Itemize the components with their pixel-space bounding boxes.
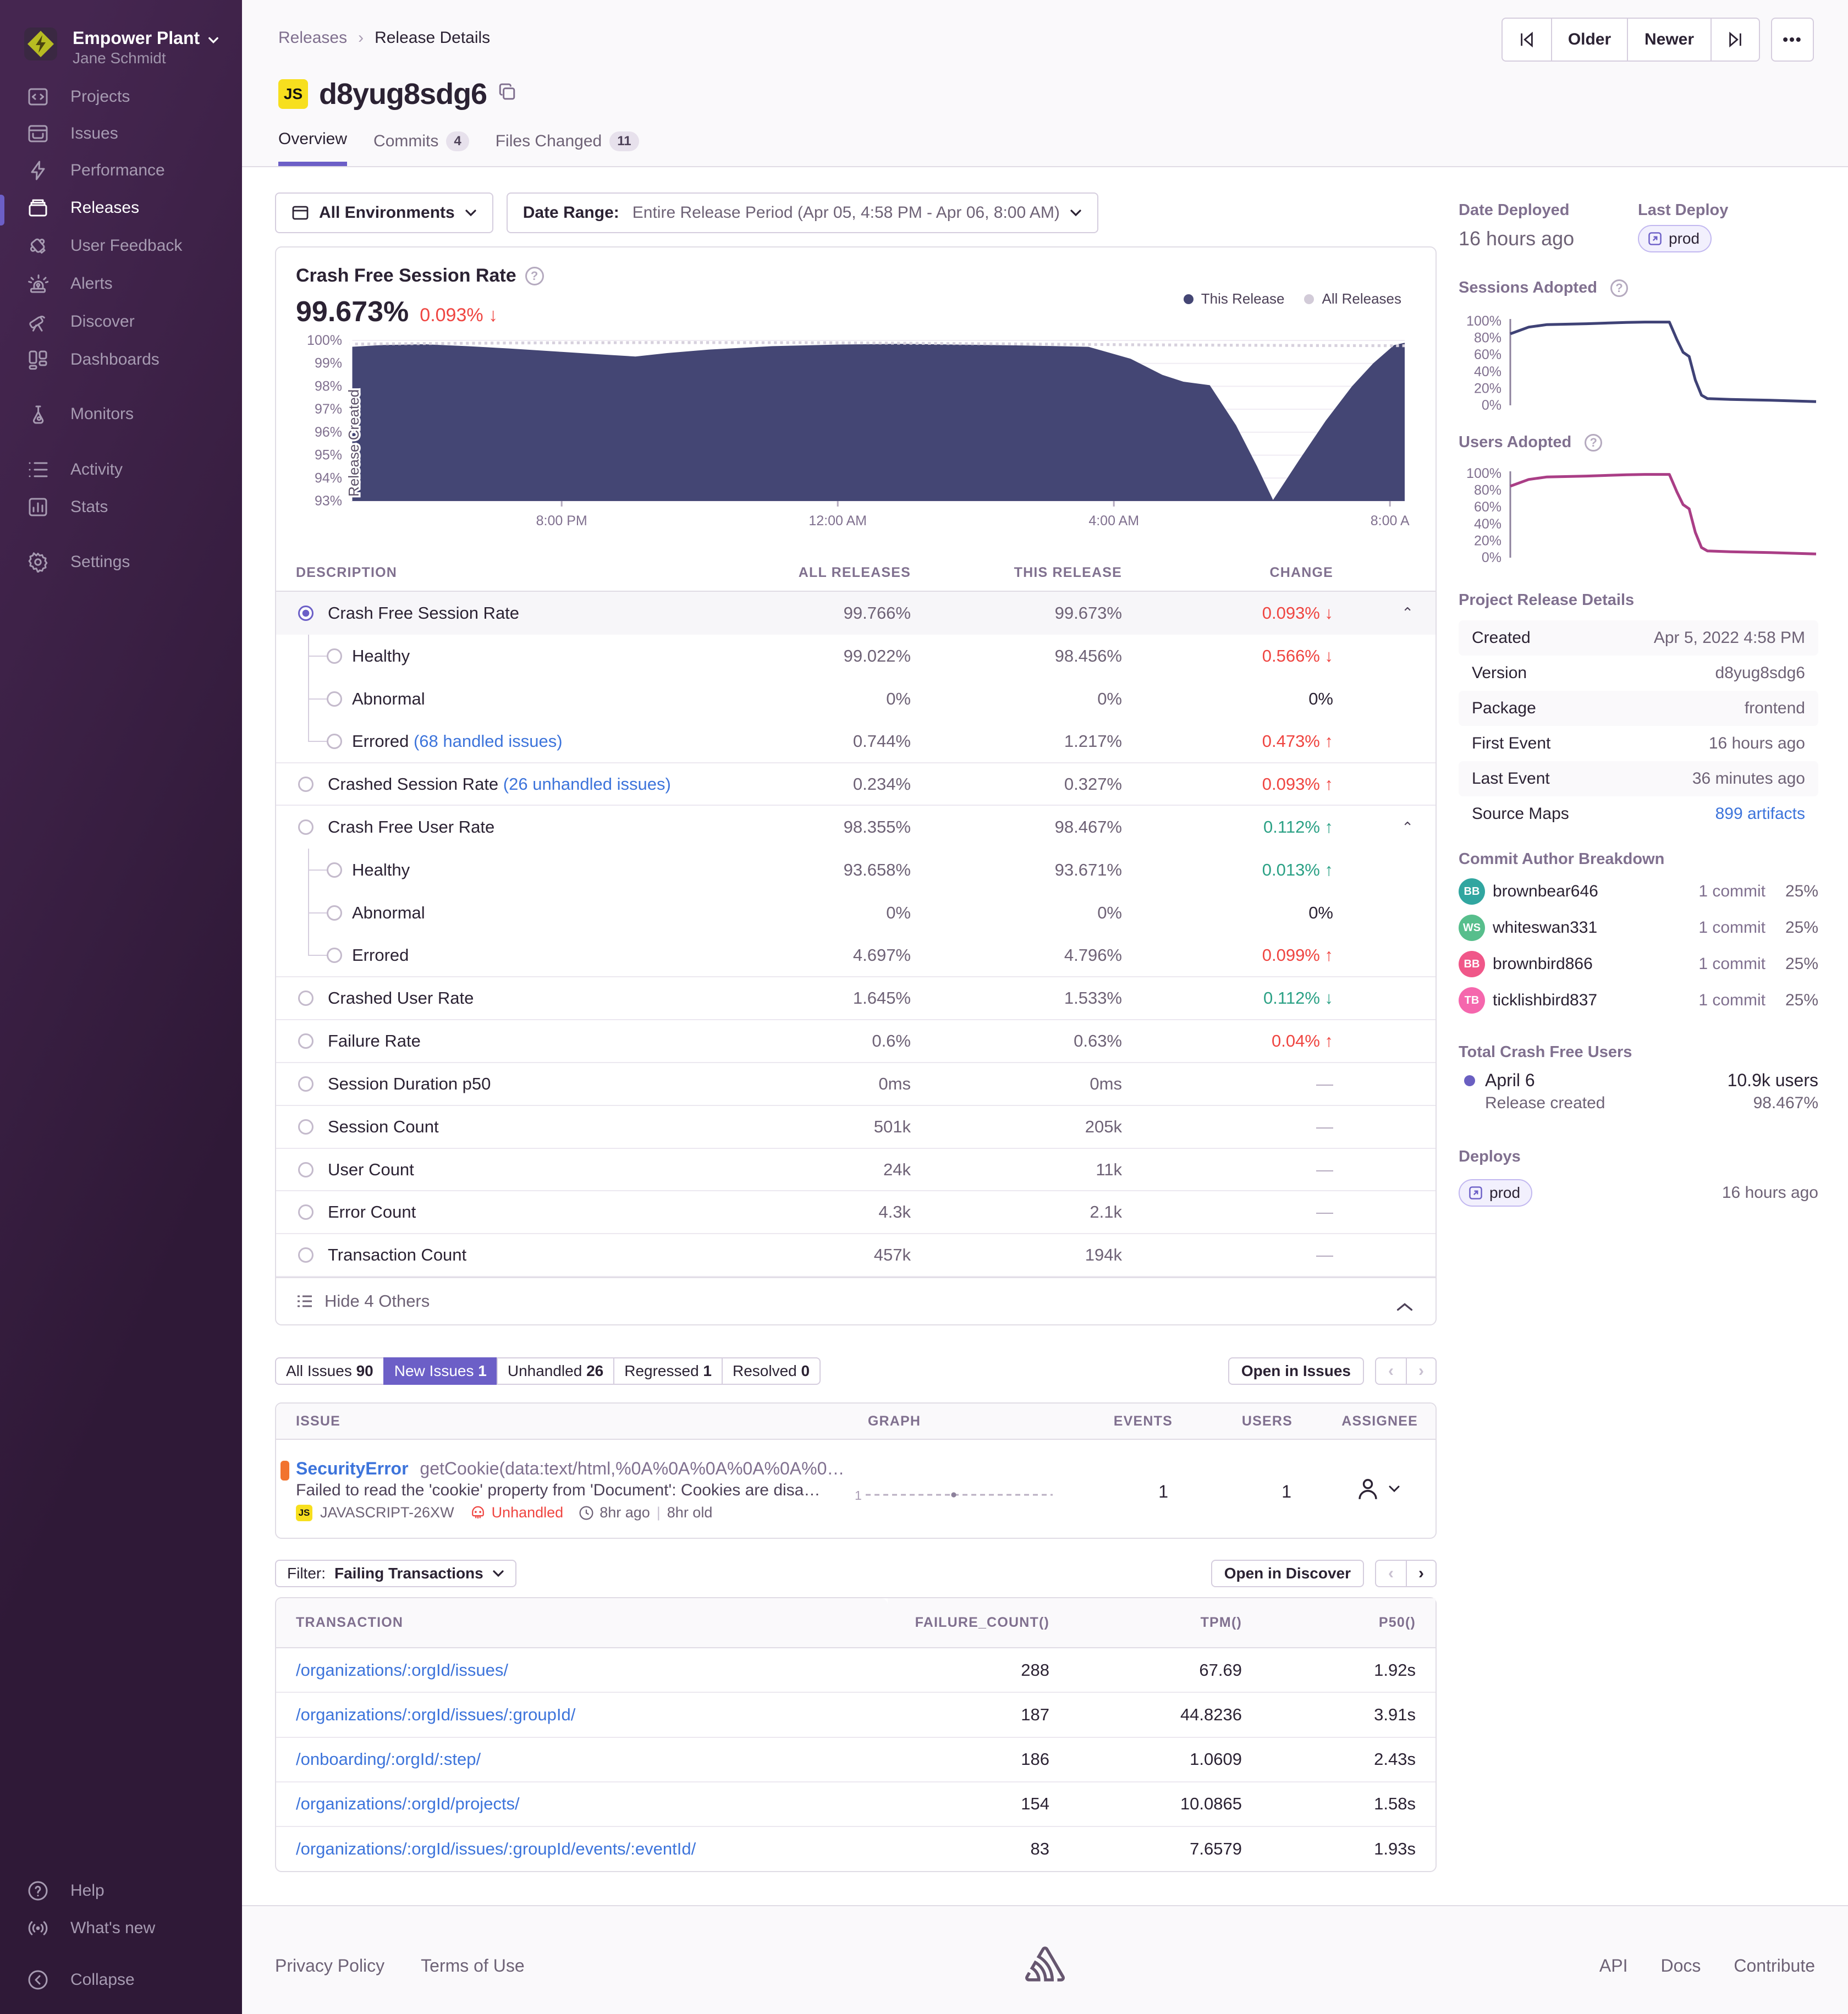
svg-text:99%: 99%	[315, 356, 342, 371]
svg-text:0%: 0%	[1482, 398, 1502, 413]
svg-text:80%: 80%	[1474, 331, 1502, 346]
svg-text:100%: 100%	[1466, 313, 1502, 329]
svg-text:95%: 95%	[315, 448, 342, 463]
svg-text:100%: 100%	[307, 333, 342, 348]
svg-text:60%: 60%	[1474, 347, 1502, 362]
svg-text:20%: 20%	[1474, 533, 1502, 548]
svg-text:8:00 PM: 8:00 PM	[536, 513, 587, 529]
svg-text:100%: 100%	[1466, 466, 1502, 481]
svg-text:20%: 20%	[1474, 381, 1502, 396]
svg-text:40%: 40%	[1474, 364, 1502, 379]
svg-text:97%: 97%	[315, 401, 342, 417]
svg-text:60%: 60%	[1474, 499, 1502, 515]
svg-text:Release Created: Release Created	[345, 389, 362, 497]
svg-text:93%: 93%	[315, 493, 342, 509]
svg-text:98%: 98%	[315, 378, 342, 394]
svg-text:8:00 A: 8:00 A	[1371, 513, 1410, 529]
svg-text:0%: 0%	[1482, 550, 1502, 565]
svg-text:96%: 96%	[315, 425, 342, 440]
svg-text:80%: 80%	[1474, 483, 1502, 498]
svg-text:12:00 AM: 12:00 AM	[809, 513, 867, 529]
svg-text:94%: 94%	[315, 470, 342, 486]
svg-text:40%: 40%	[1474, 516, 1502, 532]
svg-text:4:00 AM: 4:00 AM	[1088, 513, 1139, 529]
